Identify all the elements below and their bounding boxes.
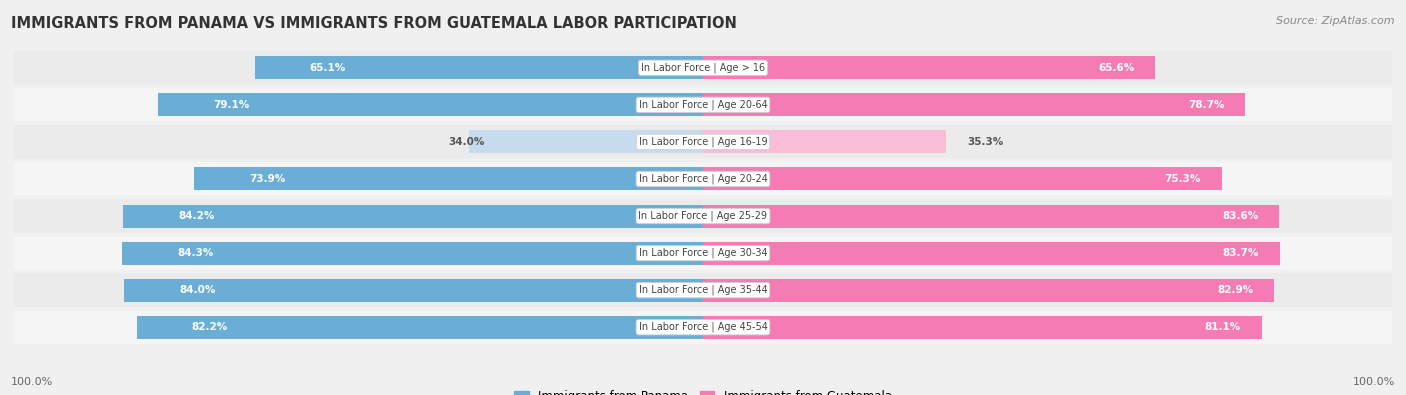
Bar: [136, 316, 703, 339]
FancyBboxPatch shape: [14, 162, 1392, 196]
Text: In Labor Force | Age > 16: In Labor Force | Age > 16: [641, 62, 765, 73]
Bar: [122, 205, 703, 228]
Text: 81.1%: 81.1%: [1205, 322, 1241, 332]
Text: 35.3%: 35.3%: [967, 137, 1002, 147]
Bar: [703, 316, 1261, 339]
Text: 73.9%: 73.9%: [249, 174, 285, 184]
Text: In Labor Force | Age 16-19: In Labor Force | Age 16-19: [638, 137, 768, 147]
Text: In Labor Force | Age 25-29: In Labor Force | Age 25-29: [638, 211, 768, 221]
Text: 84.0%: 84.0%: [180, 285, 215, 295]
Bar: [703, 167, 1222, 190]
Text: In Labor Force | Age 35-44: In Labor Force | Age 35-44: [638, 285, 768, 295]
Bar: [703, 130, 946, 153]
Text: In Labor Force | Age 20-24: In Labor Force | Age 20-24: [638, 174, 768, 184]
Bar: [703, 242, 1279, 265]
Text: In Labor Force | Age 20-64: In Labor Force | Age 20-64: [638, 100, 768, 110]
Text: 100.0%: 100.0%: [1353, 377, 1395, 387]
Bar: [703, 93, 1246, 117]
Text: 79.1%: 79.1%: [214, 100, 249, 110]
Text: 83.6%: 83.6%: [1222, 211, 1258, 221]
FancyBboxPatch shape: [14, 125, 1392, 158]
Bar: [122, 242, 703, 265]
Text: Source: ZipAtlas.com: Source: ZipAtlas.com: [1277, 16, 1395, 26]
Text: 65.6%: 65.6%: [1098, 63, 1135, 73]
Text: 84.2%: 84.2%: [179, 211, 214, 221]
Text: In Labor Force | Age 45-54: In Labor Force | Age 45-54: [638, 322, 768, 333]
Text: 100.0%: 100.0%: [11, 377, 53, 387]
FancyBboxPatch shape: [14, 310, 1392, 344]
Legend: Immigrants from Panama, Immigrants from Guatemala: Immigrants from Panama, Immigrants from …: [509, 385, 897, 395]
Bar: [157, 93, 703, 117]
FancyBboxPatch shape: [14, 199, 1392, 233]
Bar: [194, 167, 703, 190]
Text: 83.7%: 83.7%: [1223, 248, 1258, 258]
Text: 78.7%: 78.7%: [1188, 100, 1225, 110]
FancyBboxPatch shape: [14, 51, 1392, 85]
FancyBboxPatch shape: [14, 88, 1392, 122]
Text: 84.3%: 84.3%: [177, 248, 214, 258]
Text: IMMIGRANTS FROM PANAMA VS IMMIGRANTS FROM GUATEMALA LABOR PARTICIPATION: IMMIGRANTS FROM PANAMA VS IMMIGRANTS FRO…: [11, 16, 737, 31]
FancyBboxPatch shape: [14, 237, 1392, 270]
Bar: [254, 56, 703, 79]
Text: 75.3%: 75.3%: [1164, 174, 1201, 184]
Bar: [703, 278, 1274, 302]
Text: 82.9%: 82.9%: [1218, 285, 1254, 295]
Bar: [124, 278, 703, 302]
FancyBboxPatch shape: [14, 273, 1392, 307]
Bar: [703, 205, 1279, 228]
Text: In Labor Force | Age 30-34: In Labor Force | Age 30-34: [638, 248, 768, 258]
Text: 82.2%: 82.2%: [191, 322, 228, 332]
Bar: [703, 56, 1154, 79]
Text: 34.0%: 34.0%: [449, 137, 485, 147]
Text: 65.1%: 65.1%: [309, 63, 346, 73]
Bar: [468, 130, 703, 153]
